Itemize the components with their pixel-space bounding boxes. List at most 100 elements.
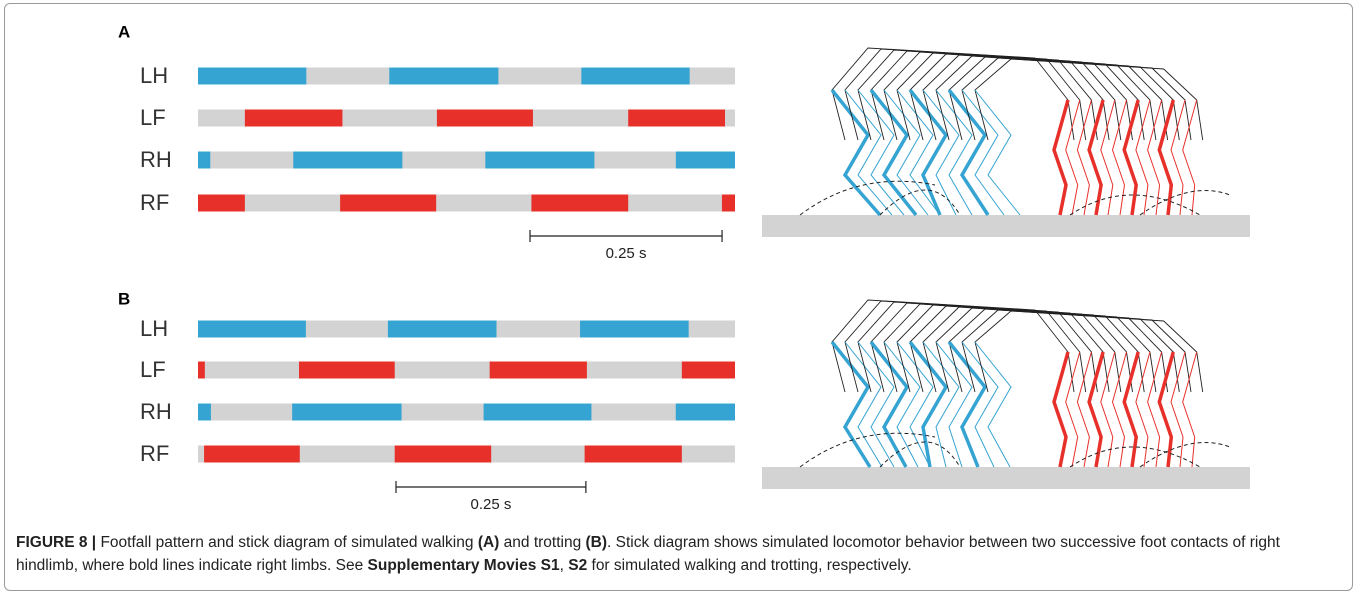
limb-label: LH <box>140 63 168 88</box>
stance-bar <box>628 110 725 127</box>
stance-bar <box>198 68 306 85</box>
ground <box>762 467 1250 489</box>
stance-bar <box>388 321 497 338</box>
fore-leg <box>1077 100 1091 215</box>
swing-path <box>1140 443 1230 468</box>
body-stick <box>962 310 1191 392</box>
cycle-bar <box>198 195 735 212</box>
stance-bar <box>198 152 210 169</box>
stance-bar <box>198 404 211 421</box>
fore-leg <box>1113 352 1127 467</box>
fore-leg <box>1054 352 1068 467</box>
body-stick <box>923 55 1156 140</box>
caption-label: FIGURE 8 | <box>16 534 96 551</box>
body-stick <box>949 57 1179 140</box>
fore-leg <box>1101 352 1115 467</box>
caption-bold: Supplementary Movies S1 <box>368 557 560 574</box>
fore-leg <box>1054 100 1068 215</box>
figure: A LH LF RH RF 0.25 s B LH LF RH RF 0.25 s <box>0 0 1358 520</box>
fore-leg <box>1113 100 1127 215</box>
body-stick <box>936 308 1168 392</box>
fore-leg <box>1066 100 1080 215</box>
stance-bar <box>585 446 682 463</box>
stance-bar <box>484 404 592 421</box>
stance-bar <box>198 195 245 212</box>
stance-bar <box>293 152 402 169</box>
swing-path <box>880 190 960 215</box>
stance-bar <box>292 404 401 421</box>
stance-bar <box>245 110 343 127</box>
body-stick <box>949 309 1179 392</box>
stance-bar <box>198 362 205 379</box>
stance-bar <box>490 362 587 379</box>
limb-label: RH <box>140 399 172 424</box>
limb-label: LH <box>140 316 168 341</box>
fore-leg <box>1136 100 1150 215</box>
stance-bar <box>198 321 306 338</box>
panel-label: A <box>118 22 130 41</box>
fore-leg <box>1101 100 1115 215</box>
stance-bar <box>581 68 689 85</box>
stance-bar <box>340 195 436 212</box>
fore-leg <box>1089 352 1103 467</box>
limb-label: RF <box>140 190 169 215</box>
limb-label: LF <box>140 357 166 382</box>
stance-bar <box>485 152 594 169</box>
hind-leg <box>962 90 1004 215</box>
fore-leg <box>1124 352 1138 467</box>
caption: FIGURE 8 | Footfall pattern and stick di… <box>16 531 1336 577</box>
stance-bar <box>531 195 628 212</box>
stance-bar <box>299 362 395 379</box>
caption-bold: (A) <box>478 534 500 551</box>
stance-bar <box>676 152 735 169</box>
hind-leg <box>871 90 916 215</box>
panel-label: B <box>118 289 130 308</box>
stance-bar <box>389 68 498 85</box>
stance-bar <box>204 446 300 463</box>
caption-text: for simulated walking and trotting, resp… <box>587 557 912 574</box>
cycle-bar <box>198 152 735 169</box>
stance-bar <box>682 362 735 379</box>
caption-text: and trotting <box>499 534 585 551</box>
fore-leg <box>1136 352 1150 467</box>
ground <box>762 215 1250 237</box>
fore-leg <box>1148 352 1162 467</box>
stance-bar <box>437 110 533 127</box>
limb-label: LF <box>140 105 166 130</box>
swing-path <box>1140 191 1230 216</box>
hind-leg <box>832 342 870 467</box>
fore-leg <box>1183 352 1197 467</box>
scale-label: 0.25 s <box>471 496 512 513</box>
cycle-bar <box>198 404 735 421</box>
caption-text: Footfall pattern and stick diagram of si… <box>96 534 478 551</box>
body-stick <box>936 56 1168 140</box>
fore-leg <box>1171 100 1185 215</box>
fore-leg <box>1148 100 1162 215</box>
fore-leg <box>1171 352 1185 467</box>
scale-label: 0.25 s <box>606 245 647 262</box>
limb-label: RH <box>140 147 172 172</box>
stance-bar <box>676 404 735 421</box>
page: A LH LF RH RF 0.25 s B LH LF RH RF 0.25 s FIGURE 8 … <box>0 0 1358 596</box>
body-stick <box>923 307 1156 392</box>
fore-leg <box>1183 100 1197 215</box>
body-stick <box>910 54 1144 140</box>
body-stick <box>962 58 1191 140</box>
fore-leg <box>1124 100 1138 215</box>
stance-bar <box>580 321 689 338</box>
fore-leg <box>1077 352 1091 467</box>
hind-leg <box>845 342 882 467</box>
stance-bar <box>395 446 491 463</box>
caption-text: , <box>560 557 569 574</box>
cycle-bar <box>198 362 735 379</box>
hind-leg <box>975 90 1020 215</box>
caption-bold: S2 <box>568 557 587 574</box>
fore-leg <box>1089 100 1103 215</box>
body-stick <box>910 306 1144 392</box>
stance-bar <box>722 195 735 212</box>
fore-leg <box>1066 352 1080 467</box>
limb-label: RF <box>140 441 169 466</box>
body-stick <box>975 59 1203 140</box>
hind-leg <box>949 90 988 215</box>
hind-leg <box>975 342 1011 467</box>
